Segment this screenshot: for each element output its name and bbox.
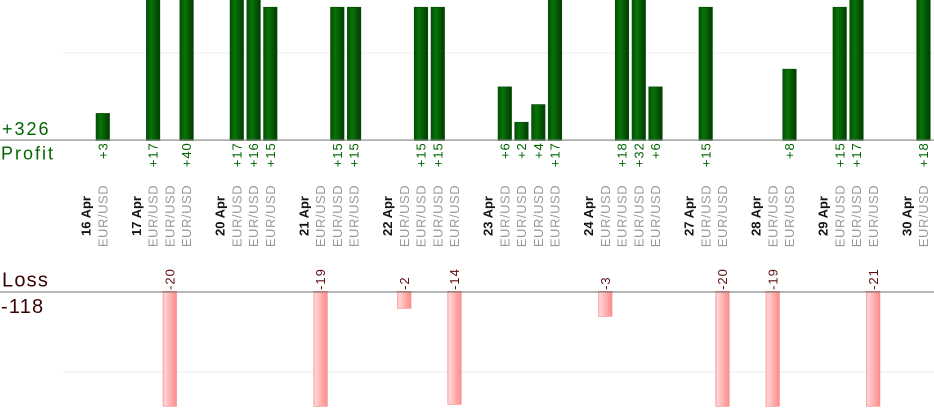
svg-text:+4: +4 xyxy=(531,142,546,159)
svg-text:23 Apr: 23 Apr xyxy=(481,196,496,236)
svg-text:EUR/USD: EUR/USD xyxy=(229,185,244,247)
svg-text:EUR/USD: EUR/USD xyxy=(514,185,529,247)
svg-text:29 Apr: 29 Apr xyxy=(816,196,831,236)
svg-text:EUR/USD: EUR/USD xyxy=(866,185,881,247)
svg-text:EUR/USD: EUR/USD xyxy=(246,185,261,247)
svg-text:27 Apr: 27 Apr xyxy=(682,196,697,236)
svg-text:-14: -14 xyxy=(447,268,462,290)
svg-text:21 Apr: 21 Apr xyxy=(296,196,311,236)
svg-text:-118: -118 xyxy=(1,296,44,318)
svg-text:EUR/USD: EUR/USD xyxy=(414,185,429,247)
svg-text:-20: -20 xyxy=(162,268,177,290)
svg-text:+15: +15 xyxy=(414,142,429,167)
svg-text:EUR/USD: EUR/USD xyxy=(146,185,161,247)
svg-text:+8: +8 xyxy=(782,142,797,159)
svg-text:EUR/USD: EUR/USD xyxy=(782,185,797,247)
svg-text:Profit: Profit xyxy=(1,143,55,163)
svg-text:-19: -19 xyxy=(765,268,780,290)
svg-text:30 Apr: 30 Apr xyxy=(899,196,914,236)
svg-text:+17: +17 xyxy=(849,142,864,167)
svg-text:-19: -19 xyxy=(313,268,328,290)
svg-text:+6: +6 xyxy=(648,142,663,159)
svg-text:EUR/USD: EUR/USD xyxy=(648,185,663,247)
svg-text:EUR/USD: EUR/USD xyxy=(715,185,730,247)
svg-text:EUR/USD: EUR/USD xyxy=(531,185,546,247)
svg-text:+15: +15 xyxy=(832,142,847,167)
svg-text:EUR/USD: EUR/USD xyxy=(313,185,328,247)
svg-text:EUR/USD: EUR/USD xyxy=(497,185,512,247)
svg-text:+15: +15 xyxy=(347,142,362,167)
svg-text:+17: +17 xyxy=(229,142,244,167)
svg-text:+15: +15 xyxy=(430,142,445,167)
svg-text:16 Apr: 16 Apr xyxy=(79,196,94,236)
svg-text:+6: +6 xyxy=(497,142,512,159)
svg-text:+15: +15 xyxy=(698,142,713,167)
svg-text:EUR/USD: EUR/USD xyxy=(598,185,613,247)
svg-text:-20: -20 xyxy=(715,268,730,290)
svg-text:EUR/USD: EUR/USD xyxy=(347,185,362,247)
svg-text:+18: +18 xyxy=(916,142,931,167)
svg-text:-2: -2 xyxy=(397,276,412,290)
svg-text:-21: -21 xyxy=(866,268,881,290)
svg-text:EUR/USD: EUR/USD xyxy=(179,185,194,247)
svg-text:+15: +15 xyxy=(263,142,278,167)
svg-text:EUR/USD: EUR/USD xyxy=(698,185,713,247)
svg-text:+17: +17 xyxy=(548,142,563,167)
svg-text:EUR/USD: EUR/USD xyxy=(162,185,177,247)
svg-text:+18: +18 xyxy=(615,142,630,167)
svg-text:+3: +3 xyxy=(95,142,110,159)
svg-text:EUR/USD: EUR/USD xyxy=(849,185,864,247)
svg-text:EUR/USD: EUR/USD xyxy=(916,185,931,247)
svg-text:+40: +40 xyxy=(179,142,194,167)
svg-text:+16: +16 xyxy=(246,142,261,167)
svg-text:Loss: Loss xyxy=(2,270,49,292)
svg-text:EUR/USD: EUR/USD xyxy=(447,185,462,247)
svg-text:EUR/USD: EUR/USD xyxy=(263,185,278,247)
svg-text:28 Apr: 28 Apr xyxy=(749,196,764,236)
svg-text:+2: +2 xyxy=(514,142,529,159)
svg-text:EUR/USD: EUR/USD xyxy=(430,185,445,247)
svg-text:24 Apr: 24 Apr xyxy=(581,196,596,236)
svg-text:EUR/USD: EUR/USD xyxy=(765,185,780,247)
svg-text:EUR/USD: EUR/USD xyxy=(832,185,847,247)
svg-text:EUR/USD: EUR/USD xyxy=(95,185,110,247)
svg-text:EUR/USD: EUR/USD xyxy=(397,185,412,247)
svg-text:+15: +15 xyxy=(330,142,345,167)
svg-text:EUR/USD: EUR/USD xyxy=(548,185,563,247)
svg-text:22 Apr: 22 Apr xyxy=(380,196,395,236)
svg-text:20 Apr: 20 Apr xyxy=(213,196,228,236)
svg-text:EUR/USD: EUR/USD xyxy=(631,185,646,247)
svg-text:-3: -3 xyxy=(598,276,613,290)
svg-text:EUR/USD: EUR/USD xyxy=(330,185,345,247)
svg-text:+326: +326 xyxy=(2,119,51,139)
svg-text:+17: +17 xyxy=(146,142,161,167)
svg-text:EUR/USD: EUR/USD xyxy=(615,185,630,247)
svg-text:17 Apr: 17 Apr xyxy=(129,196,144,236)
svg-text:+32: +32 xyxy=(631,142,646,167)
